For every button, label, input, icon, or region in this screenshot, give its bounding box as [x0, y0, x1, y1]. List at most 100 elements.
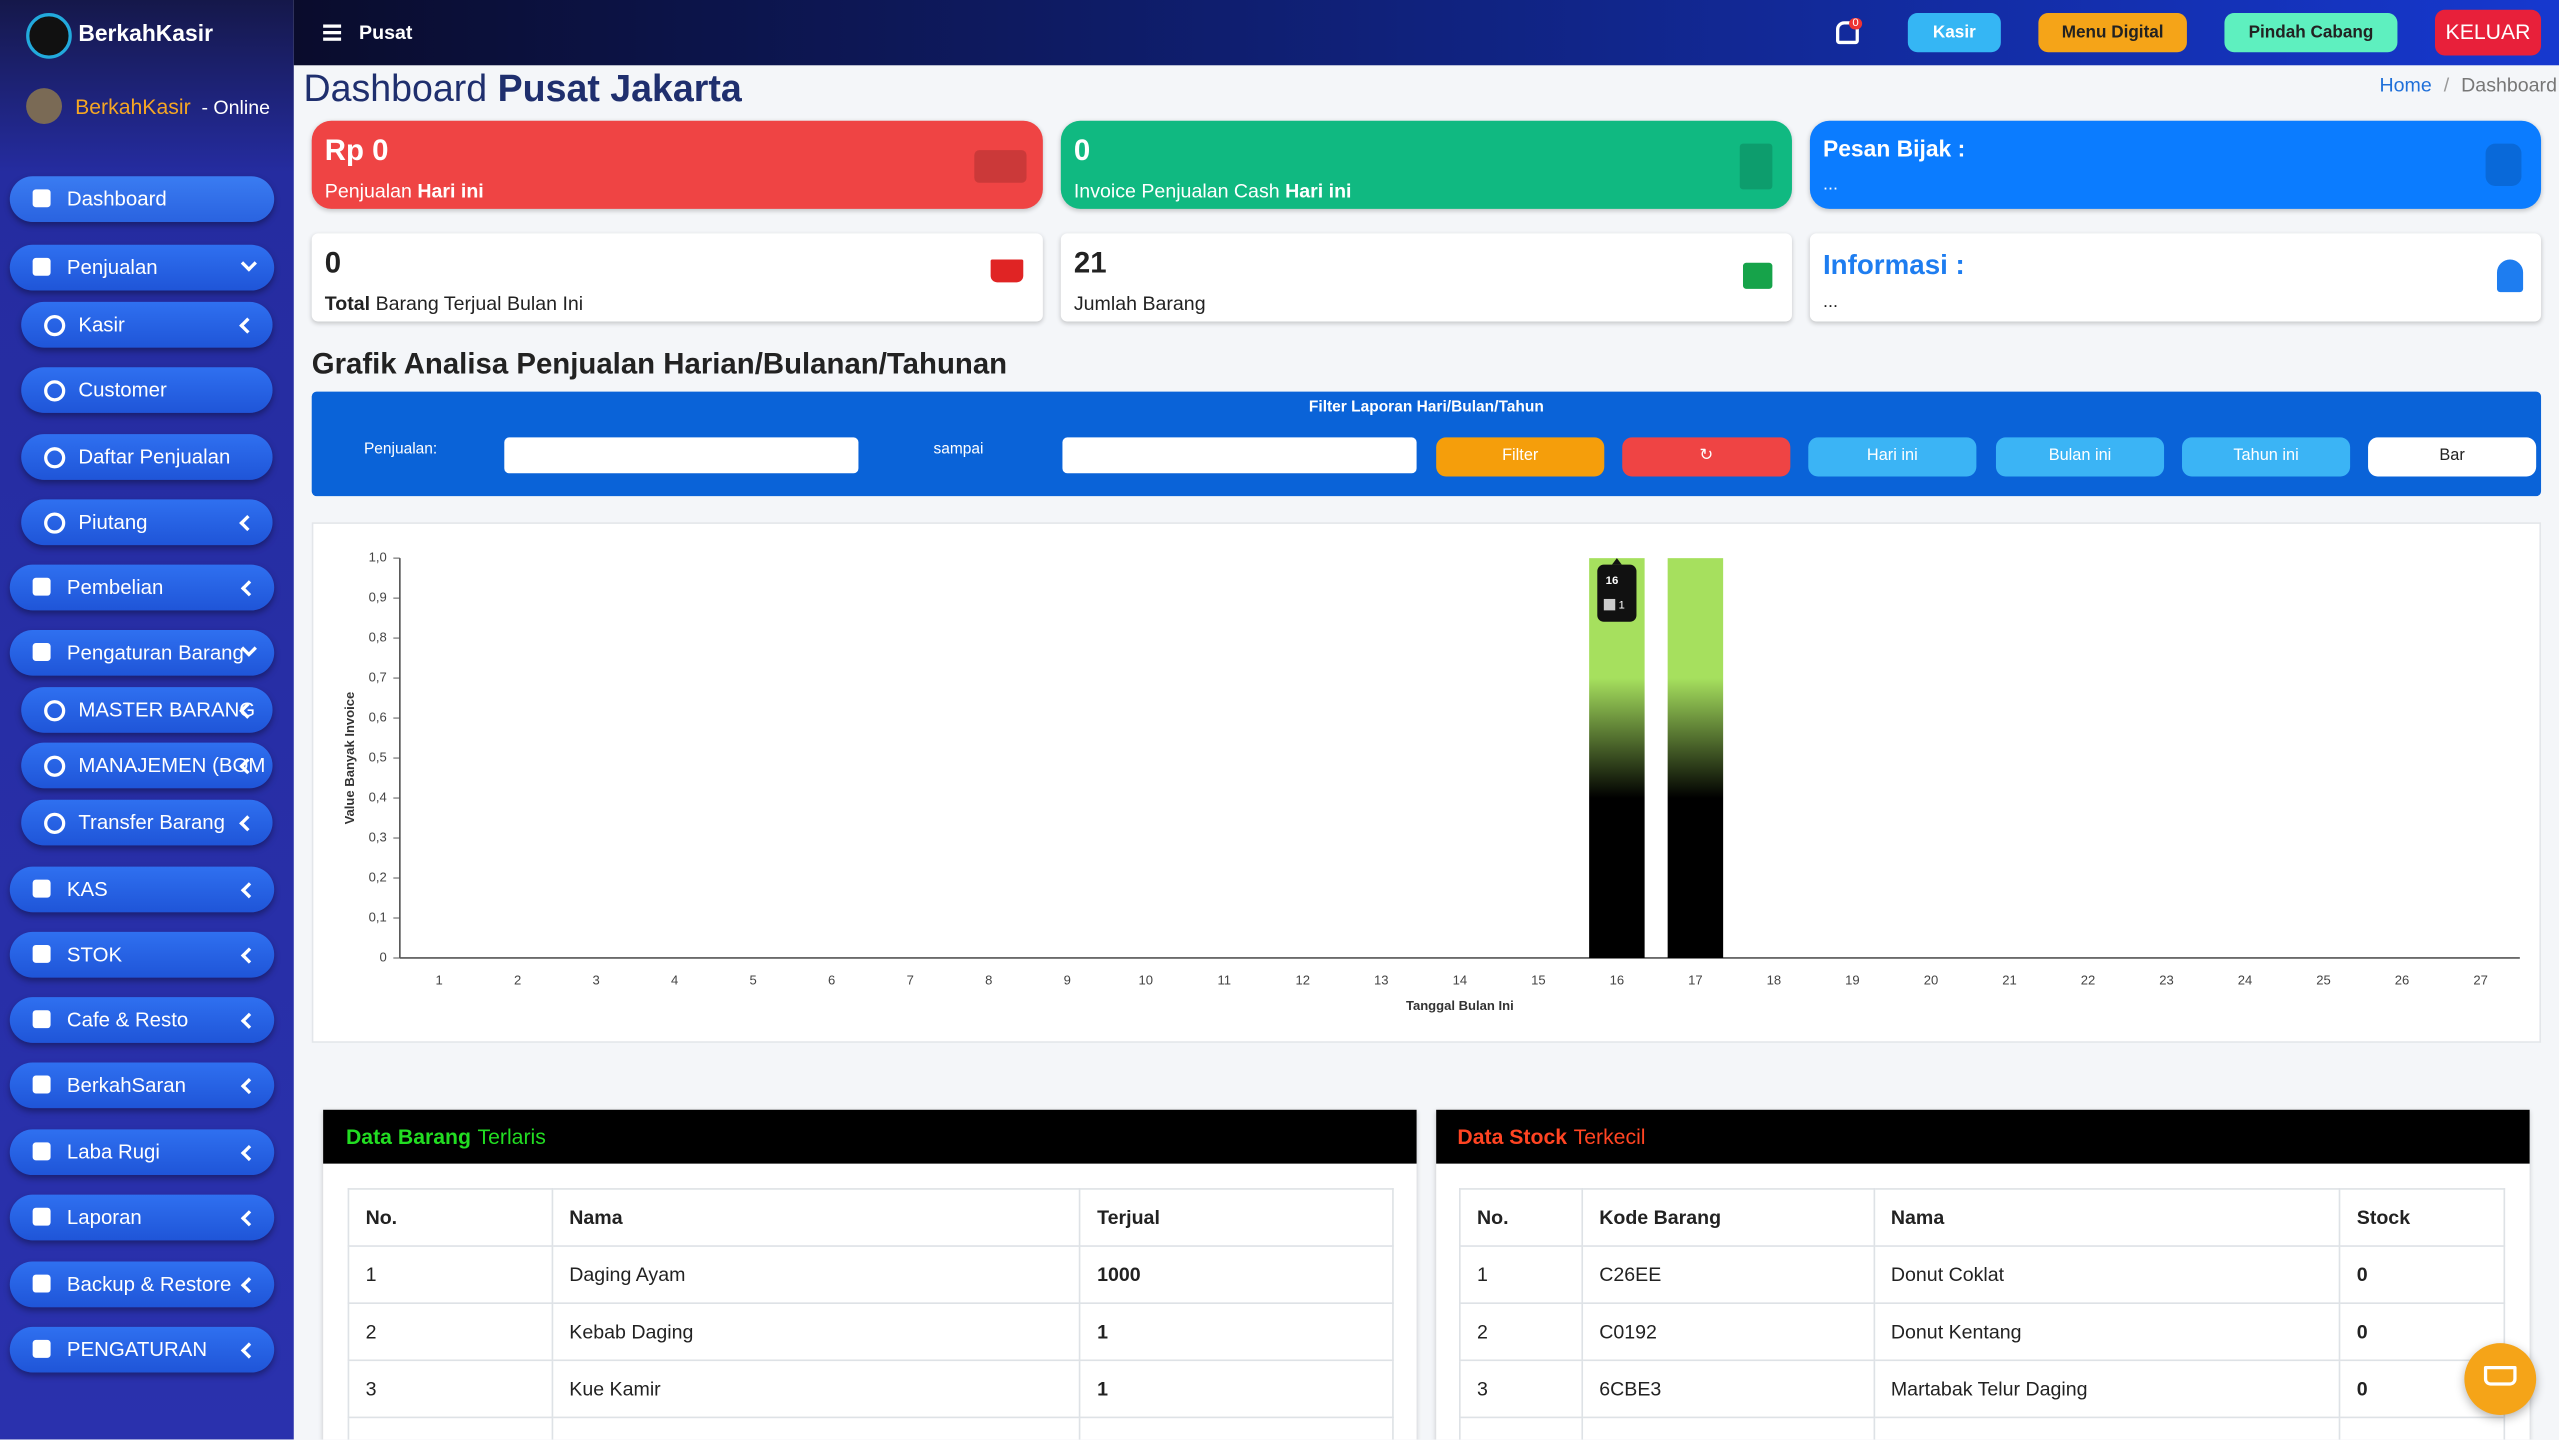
menu-icon: [32, 1010, 51, 1029]
cart-button[interactable]: [2464, 1343, 2537, 1415]
breadcrumb-home[interactable]: Home: [2379, 73, 2432, 97]
card-label-bold: Hari ini: [1285, 179, 1352, 203]
btn-keluar[interactable]: KELUAR: [2434, 9, 2542, 56]
x-tick-label: 22: [2081, 972, 2096, 987]
btn-filter[interactable]: Filter: [1436, 437, 1605, 477]
menu-item[interactable]: Laba Rugi: [9, 1129, 275, 1176]
breadcrumb-current: Dashboard: [2461, 73, 2557, 97]
column-header: Nama: [1872, 1188, 2341, 1247]
y-tick-label: 0,9: [369, 590, 387, 605]
x-tick-label: 5: [750, 972, 757, 987]
btn-chart-type[interactable]: Bar: [2368, 437, 2537, 477]
menu-toggle[interactable]: [323, 24, 342, 28]
btn-kasir[interactable]: Kasir: [1907, 13, 2001, 53]
menu-item[interactable]: KAS: [9, 866, 275, 913]
menu-arrow: [240, 1144, 257, 1162]
menu-label: Kasir: [78, 313, 125, 337]
table-cell: 1: [1079, 1359, 1394, 1419]
y-tick-label: 0,8: [369, 630, 387, 645]
menu-item[interactable]: Backup & Restore: [9, 1261, 275, 1308]
menu-item[interactable]: MASTER BARANG: [21, 687, 273, 733]
brand[interactable]: BerkahKasir: [78, 19, 213, 46]
filter-from-label: Penjualan:: [363, 440, 438, 459]
table-cell: 3: [1459, 1359, 1583, 1419]
menu-icon: [44, 380, 66, 402]
column-header: Terjual: [1079, 1188, 1394, 1247]
tooltip-swatch: [1603, 598, 1616, 611]
table-row: 1 Daging Ayam 1000: [347, 1245, 1394, 1304]
menu-item[interactable]: Transfer Barang: [21, 799, 273, 846]
user-status: - Online: [201, 96, 271, 120]
tooltip-caret: [1611, 558, 1622, 565]
x-tick-label: 13: [1374, 972, 1389, 987]
menu-label: Backup & Restore: [66, 1272, 232, 1296]
menu-item[interactable]: Pembelian: [9, 564, 275, 611]
table-cell: [1459, 1416, 1583, 1440]
avatar: [26, 88, 63, 125]
tooltip: [1597, 564, 1637, 622]
menu-item[interactable]: MANAJEMEN (BOM: [21, 742, 273, 789]
panel-title: Data Stock: [1457, 1124, 1568, 1149]
header-row: No. Nama Terjual: [347, 1188, 1394, 1247]
menu-item[interactable]: Laporan: [9, 1194, 275, 1241]
card-icon: [2496, 259, 2524, 293]
card-icon: [1742, 262, 1773, 289]
card-value: 21: [1073, 246, 1107, 280]
menu-item[interactable]: PENGATURAN: [9, 1326, 275, 1373]
menu-item[interactable]: Cafe & Resto: [9, 997, 275, 1043]
menu-item[interactable]: Pengaturan Barang: [9, 629, 275, 676]
card-items: 21 Jumlah Barang: [1060, 233, 1792, 322]
column-header: Kode Barang: [1581, 1188, 1875, 1247]
chart: 0 0,1 0,2 0,3 0,4 0,5 0,6 0,7 0,8 0,9 1,0 Value Ban…: [342, 550, 2520, 1013]
tooltip-value: 1: [1619, 599, 1625, 611]
card-info: Informasi : ...: [1809, 233, 2542, 322]
menu-label: BerkahSaran: [66, 1073, 186, 1097]
x-tick-label: 26: [2395, 972, 2410, 987]
card-label: Invoice Penjualan Cash: [1073, 179, 1280, 203]
btn-pindah-cabang[interactable]: Pindah Cabang: [2224, 13, 2398, 53]
btn-today[interactable]: Hari ini: [1808, 437, 1977, 477]
column-header: No.: [1459, 1188, 1583, 1247]
card-title: Informasi :: [1822, 249, 1965, 281]
y-tick-label: 0,3: [369, 829, 387, 844]
x-tick-label: 8: [985, 972, 992, 987]
menu-label: KAS: [66, 878, 108, 901]
menu-item[interactable]: Daftar Penjualan: [21, 434, 273, 480]
x-tick-label: 10: [1139, 972, 1154, 987]
x-tick-label: 17: [1688, 972, 1703, 987]
x-tick-label: 11: [1218, 972, 1232, 987]
btn-year[interactable]: Tahun ini: [2182, 437, 2351, 477]
card-label-bold: Hari ini: [417, 179, 484, 203]
menu-item[interactable]: Penjualan: [9, 244, 275, 291]
notification-count: 0: [1849, 17, 1862, 30]
menu-item[interactable]: STOK: [9, 931, 275, 978]
x-tick-label: 16: [1610, 972, 1625, 987]
btn-month[interactable]: Bulan ini: [1995, 437, 2165, 477]
sidebar: BerkahKasir BerkahKasir - Online Dashboa…: [0, 0, 294, 1440]
btn-menu-digital[interactable]: Menu Digital: [2038, 13, 2187, 53]
menu-icon: [32, 1339, 51, 1358]
bar: [1589, 558, 1645, 958]
menu-icon: [32, 1274, 51, 1293]
date-to[interactable]: [1062, 437, 1417, 474]
x-tick-label: 19: [1845, 972, 1860, 987]
menu-icon: [32, 879, 51, 898]
user-name[interactable]: BerkahKasir: [75, 94, 191, 120]
menu-item[interactable]: Customer: [21, 367, 273, 413]
table-cell: Kue Kamir: [551, 1359, 1081, 1419]
menu-item[interactable]: Dashboard: [9, 176, 275, 222]
bell[interactable]: [1836, 21, 1859, 45]
menu-label: MASTER BARANG: [78, 698, 256, 722]
date-from[interactable]: [504, 437, 859, 474]
menu-item[interactable]: Kasir: [21, 301, 273, 348]
btn-reset[interactable]: ↻: [1622, 437, 1791, 477]
table-cell: 3: [347, 1359, 553, 1419]
menu-item[interactable]: BerkahSaran: [9, 1062, 275, 1109]
table-row: [347, 1416, 1394, 1440]
menu-icon: [44, 314, 66, 337]
menu-item[interactable]: Piutang: [21, 499, 273, 546]
menu-arrow: [239, 514, 256, 532]
column-header: Nama: [551, 1188, 1081, 1247]
topbar: Pusat 0 Kasir Menu Digital Pindah Cabang…: [293, 0, 2559, 66]
